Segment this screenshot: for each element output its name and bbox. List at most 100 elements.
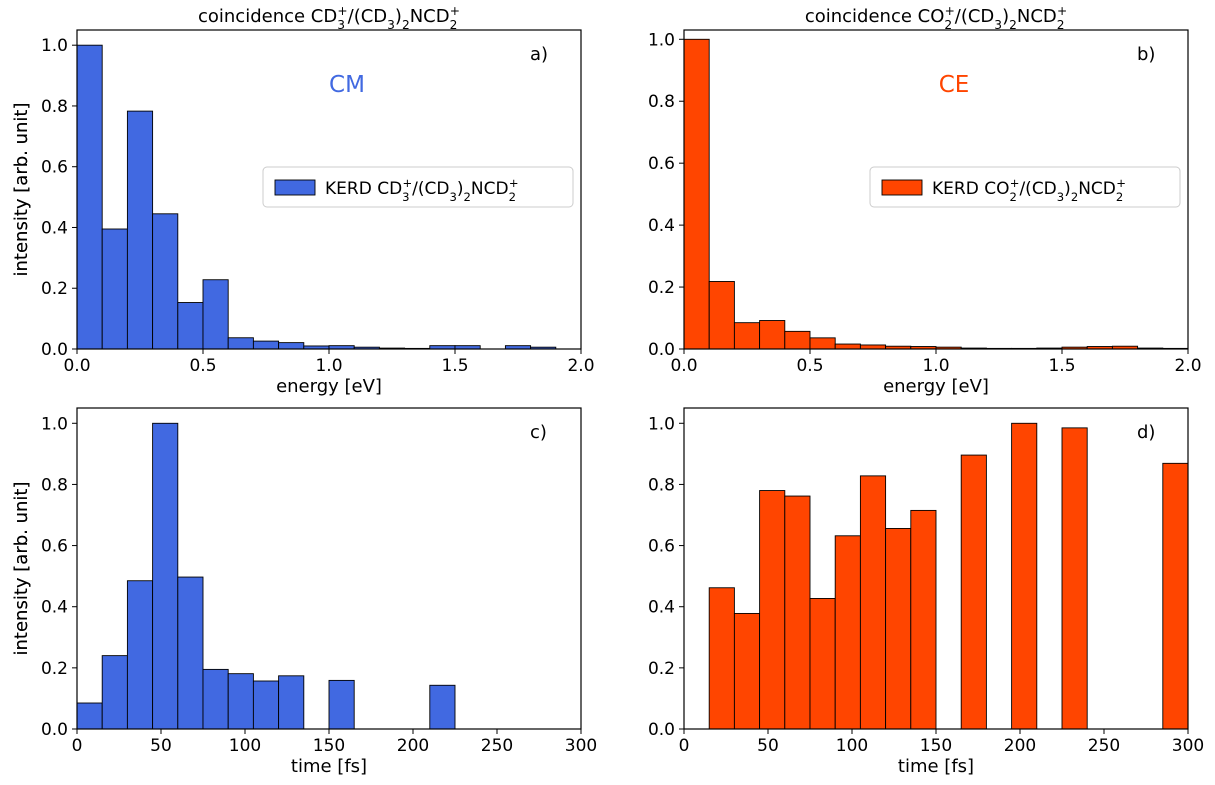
bar-d-11: [1061, 427, 1088, 730]
xtick-label-a-4: 2.0: [567, 356, 594, 376]
bar-a-6: [227, 337, 254, 350]
bar-c-3: [152, 422, 179, 730]
bar-d-5: [834, 535, 861, 730]
ytick-label-a-4: 0.8: [41, 97, 68, 117]
legend-box-b: [869, 166, 1181, 208]
panel-d: 0 50 100 150 200 250 300 0.0 0.2 0.4 0.6 0.8 1.0 time…: [11, 407, 1204, 777]
bar-d-6: [859, 475, 887, 730]
bar-b-1: [708, 281, 735, 350]
ytick-label-b-1: 0.2: [648, 278, 675, 298]
xtick-label-b-1: 0.5: [796, 356, 823, 376]
bar-a-1: [101, 228, 128, 350]
bar-a-2: [126, 110, 154, 350]
legend-box-a: [262, 166, 574, 208]
bar-c-7: [252, 680, 280, 730]
xtick-label-d-4: 200: [1004, 736, 1036, 756]
bar-c-8: [278, 675, 305, 730]
ytick-label-b-3: 0.6: [648, 154, 675, 174]
ytick-label-c-5: 1.0: [41, 414, 68, 434]
ytick-label-a-0: 0.0: [41, 340, 68, 360]
ylabel-b: intensity [arb. unit]: [11, 103, 32, 277]
bar-d-7: [885, 528, 912, 730]
xtick-label-c-2: 100: [229, 736, 261, 756]
xtick-label-c-4: 200: [397, 736, 429, 756]
xtick-label-a-0: 0.0: [63, 356, 90, 376]
xtick-label-a-3: 1.5: [441, 356, 468, 376]
bar-d-4: [809, 598, 836, 730]
xtick-label-b-2: 1.0: [922, 356, 949, 376]
xtick-label-c-1: 50: [150, 736, 172, 756]
bar-d-2: [759, 490, 786, 730]
xtick-label-d-0: 0: [679, 736, 690, 756]
ytick-label-b-0: 0.0: [648, 340, 675, 360]
ytick-label-c-1: 0.2: [41, 659, 68, 679]
xtick-label-c-6: 300: [565, 736, 597, 756]
xtick-label-d-6: 300: [1172, 736, 1204, 756]
ytick-label-d-2: 0.4: [648, 598, 675, 618]
annotation-b: CE: [939, 72, 970, 98]
bar-b-3: [759, 320, 786, 350]
bar-a-0: [76, 44, 103, 350]
ylabel-a: intensity [arb. unit]: [11, 103, 32, 277]
xlabel-b: energy [eV]: [883, 376, 989, 397]
ytick-label-c-4: 0.8: [41, 475, 68, 495]
panel-b: 0.0 0.5 1.0 1.5 2.00.00.20.40.60.81.0energy …: [11, 4, 1202, 397]
xtick-label-a-2: 1.0: [315, 356, 342, 376]
ytick-label-d-3: 0.6: [648, 537, 675, 557]
bar-c-9: [328, 679, 355, 730]
ytick-label-a-2: 0.4: [41, 218, 68, 238]
ytick-label-c-0: 0.0: [41, 720, 68, 740]
ytick-label-c-3: 0.6: [41, 537, 68, 557]
bar-c-2: [126, 580, 154, 730]
xtick-label-a-1: 0.5: [189, 356, 216, 376]
ytick-label-d-5: 1.0: [648, 414, 675, 434]
bar-d-12: [1162, 462, 1189, 730]
xtick-label-d-2: 100: [836, 736, 868, 756]
bar-a-4: [177, 302, 204, 350]
xlabel-a: energy [eV]: [276, 376, 382, 397]
bar-b-6: [834, 343, 861, 350]
panel-label-c: c): [530, 422, 547, 443]
ytick-label-a-5: 1.0: [41, 36, 68, 56]
xtick-label-d-1: 50: [757, 736, 779, 756]
ytick-label-a-1: 0.2: [41, 279, 68, 299]
bar-a-8: [278, 342, 305, 350]
bar-d-10: [1011, 422, 1038, 730]
bar-b-5: [809, 337, 836, 350]
xtick-label-b-0: 0.0: [670, 356, 697, 376]
xtick-label-b-3: 1.5: [1048, 356, 1075, 376]
ylabel-d: intensity [arb. unit]: [11, 482, 32, 656]
bar-c-0: [76, 702, 103, 730]
panel-label-b: b): [1137, 44, 1155, 65]
annotation-a: CM: [329, 72, 365, 98]
ylabel-c: intensity [arb. unit]: [11, 482, 32, 656]
xtick-label-d-5: 250: [1088, 736, 1120, 756]
bar-d-3: [784, 495, 811, 730]
legend-label-b: KERD CO2+/(CD3)2NCD2+: [932, 176, 1126, 204]
panel-label-d: d): [1137, 422, 1155, 443]
ytick-label-a-3: 0.6: [41, 158, 68, 178]
bar-b-7: [859, 344, 887, 350]
bar-c-1: [101, 655, 128, 730]
bar-d-9: [960, 454, 987, 730]
bar-a-3: [152, 213, 179, 350]
bar-c-10: [429, 684, 456, 730]
bar-c-4: [177, 576, 204, 730]
title-b: coincidence CO2+/(CD3)2NCD2+: [805, 4, 1067, 32]
xtick-label-c-5: 250: [481, 736, 513, 756]
xlabel-c: time [fs]: [291, 756, 367, 777]
xtick-label-c-3: 150: [313, 736, 345, 756]
xtick-label-d-3: 150: [920, 736, 952, 756]
xlabel-d: time [fs]: [898, 756, 974, 777]
bar-b-4: [784, 330, 811, 350]
bar-d-8: [910, 509, 937, 730]
legend-label-a: KERD CD3+/(CD3)2NCD2+: [325, 176, 519, 204]
ytick-label-b-4: 0.8: [648, 92, 675, 112]
xtick-label-b-4: 2.0: [1174, 356, 1201, 376]
ytick-label-c-2: 0.4: [41, 598, 68, 618]
bar-c-5: [202, 668, 229, 730]
panel-label-a: a): [530, 44, 548, 65]
legend-swatch-b: [881, 179, 923, 196]
bar-a-5: [202, 279, 229, 350]
